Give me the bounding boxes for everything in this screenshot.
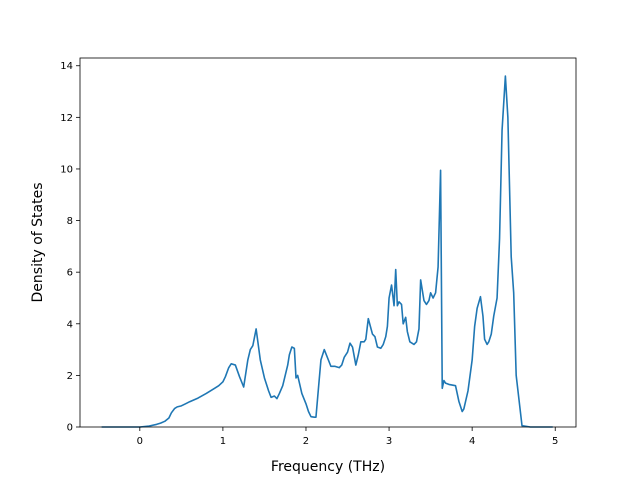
y-tick-label: 0	[67, 423, 73, 434]
y-axis: 0 2 4 6 8 10 12 14	[60, 61, 80, 434]
y-axis-label: Density of States	[30, 183, 46, 303]
x-axis-label: Frequency (THz)	[271, 459, 385, 475]
dos-series-line-0	[101, 75, 553, 428]
x-tick-label: 0	[137, 436, 143, 447]
axes-frame	[79, 57, 577, 428]
y-tick-label: 4	[67, 319, 73, 330]
y-tick-label: 14	[60, 61, 73, 72]
y-tick-label: 12	[60, 113, 73, 124]
x-tick-label: 3	[386, 436, 392, 447]
plot-area	[101, 75, 553, 428]
x-tick-label: 1	[220, 436, 226, 447]
y-tick-label: 6	[67, 268, 73, 279]
x-tick-label: 5	[552, 436, 558, 447]
y-tick-label: 8	[67, 216, 73, 227]
y-tick-label: 2	[67, 371, 73, 382]
x-axis: 0 1 2 3 4 5	[137, 427, 558, 447]
x-tick-label: 2	[303, 436, 309, 447]
x-tick-label: 4	[469, 436, 475, 447]
y-tick-label: 10	[60, 164, 73, 175]
